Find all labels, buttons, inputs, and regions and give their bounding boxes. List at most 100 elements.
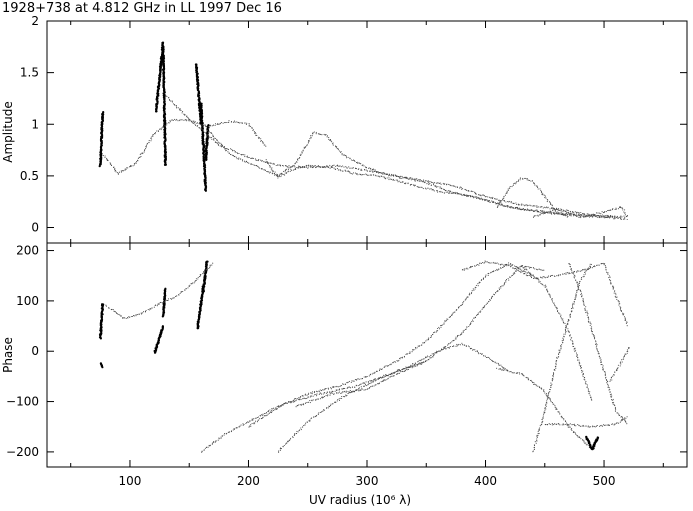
phase-point bbox=[578, 270, 580, 272]
phase-point bbox=[341, 397, 343, 400]
phase-point bbox=[413, 349, 415, 351]
phase-point bbox=[477, 313, 479, 315]
phase-point bbox=[278, 405, 280, 407]
amplitude-point bbox=[129, 166, 132, 168]
phase-point bbox=[576, 355, 578, 357]
phase-point bbox=[360, 389, 362, 392]
phase-point bbox=[610, 283, 612, 285]
phase-point bbox=[259, 415, 262, 417]
phase-point bbox=[419, 345, 421, 347]
phase-point bbox=[211, 264, 213, 266]
amplitude-point bbox=[601, 211, 603, 213]
amplitude-point bbox=[567, 215, 569, 217]
phase-point bbox=[626, 423, 628, 425]
phase-point bbox=[614, 410, 617, 412]
amplitude-point bbox=[338, 169, 340, 171]
amplitude-point bbox=[539, 188, 541, 190]
phase-point bbox=[574, 298, 577, 300]
amplitude-point bbox=[390, 174, 392, 177]
phase-point bbox=[243, 423, 245, 426]
phase-ytick-label: −100 bbox=[6, 395, 39, 409]
phase-point bbox=[437, 330, 439, 332]
phase-point bbox=[163, 301, 165, 303]
phase-point bbox=[349, 387, 352, 389]
phase-point bbox=[601, 363, 603, 366]
phase-point bbox=[589, 322, 591, 324]
amplitude-point bbox=[277, 177, 279, 179]
phase-point bbox=[347, 386, 349, 388]
amplitude-point bbox=[507, 189, 509, 191]
phase-point bbox=[194, 281, 196, 283]
phase-point bbox=[553, 304, 555, 306]
amplitude-point bbox=[238, 157, 240, 159]
phase-point bbox=[269, 411, 271, 413]
amplitude-point bbox=[258, 166, 260, 168]
phase-point bbox=[469, 324, 471, 326]
amplitude-point bbox=[453, 185, 455, 187]
amplitude-point bbox=[587, 215, 589, 217]
phase-point bbox=[598, 353, 600, 355]
phase-point bbox=[325, 387, 327, 390]
phase-point bbox=[294, 400, 296, 402]
phase-point bbox=[618, 422, 620, 424]
phase-point bbox=[161, 302, 163, 304]
amplitude-point bbox=[107, 160, 109, 162]
phase-point bbox=[614, 423, 616, 425]
phase-point bbox=[548, 391, 550, 393]
amplitude-point bbox=[459, 186, 461, 188]
amplitude-point bbox=[430, 184, 433, 186]
phase-point bbox=[235, 427, 237, 429]
phase-point bbox=[297, 399, 299, 401]
phase-point bbox=[276, 407, 278, 409]
phase-point bbox=[361, 387, 363, 389]
phase-point bbox=[578, 359, 580, 361]
amplitude-point bbox=[200, 124, 202, 126]
phase-point bbox=[523, 266, 526, 268]
phase-point bbox=[575, 433, 577, 435]
phase-point bbox=[397, 370, 399, 372]
amplitude-point bbox=[451, 192, 453, 195]
phase-point bbox=[461, 342, 463, 344]
phase-point bbox=[345, 394, 347, 396]
phase-point bbox=[514, 272, 516, 275]
amplitude-point bbox=[294, 166, 296, 168]
phase-point bbox=[448, 347, 450, 349]
phase-point bbox=[402, 371, 404, 373]
amplitude-point bbox=[248, 124, 250, 126]
amplitude-point bbox=[437, 186, 439, 188]
amplitude-point bbox=[277, 164, 279, 166]
amplitude-point bbox=[381, 172, 383, 174]
phase-point bbox=[218, 437, 220, 439]
phase-point bbox=[439, 350, 441, 352]
phase-point bbox=[209, 266, 211, 269]
phase-point bbox=[289, 401, 291, 403]
phase-point bbox=[202, 273, 204, 275]
amplitude-point bbox=[390, 173, 393, 175]
amplitude-point bbox=[181, 119, 183, 121]
amplitude-point bbox=[414, 180, 417, 182]
phase-point bbox=[511, 264, 513, 267]
phase-point bbox=[619, 306, 621, 308]
amplitude-point bbox=[262, 142, 264, 144]
amplitude-point bbox=[289, 167, 291, 169]
amplitude-point bbox=[307, 142, 309, 144]
phase-point bbox=[518, 372, 520, 374]
phase-point bbox=[593, 266, 595, 268]
phase-point bbox=[606, 424, 608, 426]
phase-point bbox=[122, 317, 124, 319]
amplitude-point bbox=[323, 133, 325, 135]
phase-point bbox=[485, 356, 487, 359]
phase-point bbox=[559, 424, 561, 426]
phase-point bbox=[425, 356, 427, 358]
phase-point bbox=[477, 264, 479, 266]
amplitude-point bbox=[261, 159, 263, 162]
amplitude-point bbox=[250, 125, 252, 127]
phase-ytick-label: 200 bbox=[16, 244, 39, 258]
phase-point bbox=[502, 266, 504, 268]
phase-point bbox=[545, 404, 547, 406]
phase-point bbox=[576, 282, 578, 284]
phase-point bbox=[348, 392, 350, 394]
phase-point bbox=[214, 441, 216, 443]
phase-point bbox=[555, 363, 557, 365]
amplitude-point bbox=[186, 115, 188, 117]
